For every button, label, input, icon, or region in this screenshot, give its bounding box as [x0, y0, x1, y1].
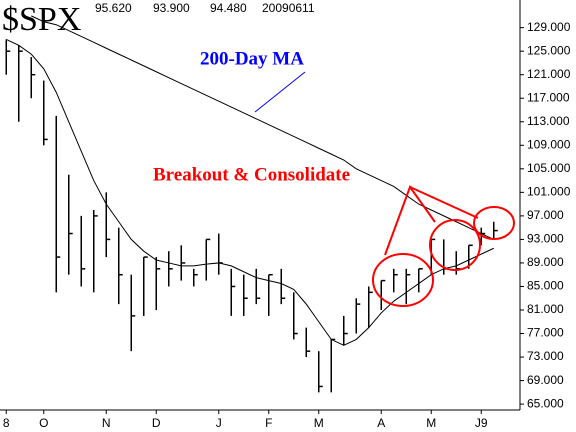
y-tick-label: 73.000 [527, 349, 564, 363]
y-tick-label: 77.000 [527, 326, 564, 340]
ma-200-line [31, 15, 494, 240]
x-tick-label: J [216, 416, 222, 430]
y-tick-label: 101.000 [527, 185, 571, 199]
y-tick-label: 81.000 [527, 302, 564, 316]
annotation: Breakout & Consolidate [153, 164, 350, 185]
header-value: 94.480 [210, 1, 247, 15]
ma-short-line [6, 38, 494, 346]
x-tick-label: O [39, 416, 48, 430]
y-tick-label: 113.000 [527, 114, 570, 128]
x-tick-label: F [265, 416, 272, 430]
x-tick-label: M [426, 416, 436, 430]
y-tick-label: 125.000 [527, 43, 571, 57]
y-tick-label: 109.000 [527, 137, 571, 151]
header-value: 93.900 [153, 1, 190, 15]
y-tick-label: 105.000 [527, 161, 571, 175]
y-tick-label: 93.000 [527, 232, 564, 246]
y-tick-label: 85.000 [527, 279, 564, 293]
y-tick-label: 69.000 [527, 373, 564, 387]
annotation-shapes [254, 71, 515, 307]
y-tick-label: 129.000 [527, 20, 571, 34]
header-value: 95.620 [95, 1, 132, 15]
ma-annotation: 200-Day MA [200, 48, 304, 69]
x-tick-label: J9 [475, 416, 488, 430]
chart-title: $SPX [2, 1, 81, 38]
x-tick-label: 8 [3, 416, 10, 430]
x-tick-label: A [377, 416, 385, 430]
x-tick-label: D [152, 416, 161, 430]
y-tick-label: 97.000 [527, 208, 564, 222]
header-value: 20090611 [262, 1, 315, 15]
y-tick-label: 65.000 [527, 396, 564, 410]
y-tick-label: 117.000 [527, 90, 570, 104]
y-tick-label: 121.000 [527, 67, 571, 81]
x-tick-label: N [102, 416, 111, 430]
y-tick-label: 89.000 [527, 255, 564, 269]
x-tick-label: M [314, 416, 324, 430]
